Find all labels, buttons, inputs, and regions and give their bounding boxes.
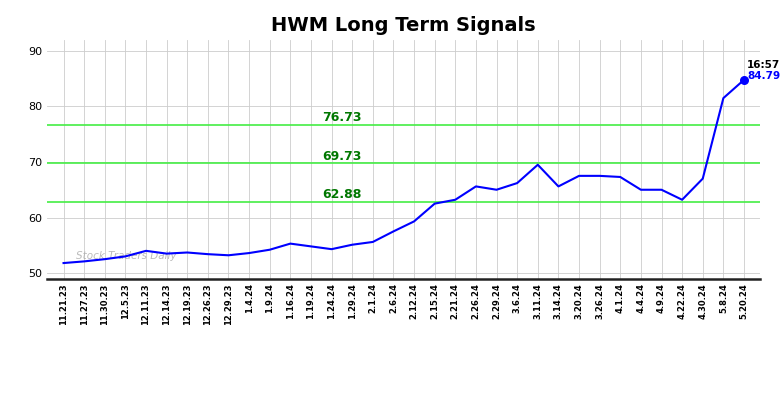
- Text: 16:57: 16:57: [747, 60, 780, 70]
- Text: 62.88: 62.88: [322, 188, 361, 201]
- Text: 84.79: 84.79: [747, 71, 780, 81]
- Text: 76.73: 76.73: [322, 111, 361, 124]
- Text: 69.73: 69.73: [322, 150, 361, 163]
- Title: HWM Long Term Signals: HWM Long Term Signals: [271, 16, 536, 35]
- Point: [738, 77, 750, 83]
- Text: Stock Traders Daily: Stock Traders Daily: [75, 252, 176, 261]
